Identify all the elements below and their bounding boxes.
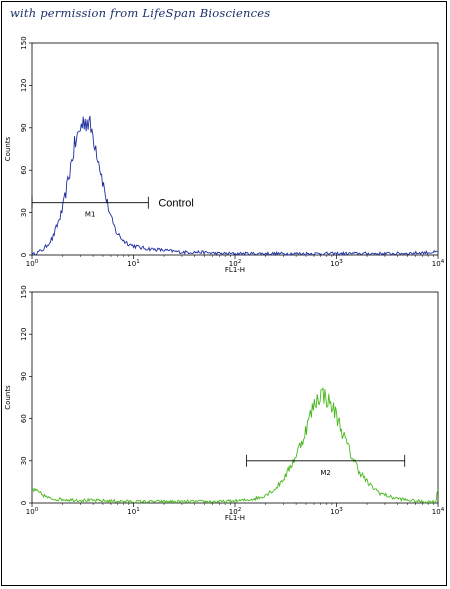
- plot-area: [31, 291, 439, 504]
- x-axis-label: FL1-H: [225, 266, 245, 274]
- y-tick-label: 90: [20, 372, 28, 381]
- y-tick-label: 120: [20, 79, 28, 92]
- y-tick-label: 90: [20, 123, 28, 132]
- marker-gate-label: M1: [85, 211, 96, 219]
- y-tick-label: 60: [20, 414, 28, 423]
- y-tick-label: 60: [20, 166, 28, 175]
- y-tick-label: 0: [20, 501, 28, 505]
- x-tick-label: 101: [127, 507, 139, 516]
- histogram-series: [31, 115, 439, 257]
- marker-gate-label: M2: [320, 469, 331, 477]
- x-tick-label: 103: [330, 259, 343, 268]
- histogram-series: [31, 386, 439, 505]
- x-tick-label: 102: [229, 259, 241, 268]
- panel-bottom: 0 30 60 90 120 150 100 101 102 103 104 FL1-H Counts M…: [4, 285, 445, 522]
- watermark-text: with permission from LifeSpan Bioscience…: [10, 6, 271, 20]
- x-tick-label: 104: [432, 259, 445, 268]
- x-tick-label: 101: [127, 259, 139, 268]
- y-tick-label: 120: [20, 328, 28, 341]
- panel-top: 0 30 60 90 120 150 100 101 102 103 104 FL1-H Counts M…: [4, 36, 445, 274]
- y-axis-label: Counts: [4, 385, 12, 410]
- x-tick-label: 100: [26, 507, 39, 516]
- x-tick-label: 100: [26, 259, 39, 268]
- y-tick-label: 150: [20, 36, 28, 49]
- y-axis-label: Counts: [4, 136, 12, 161]
- x-tick-label: 103: [330, 507, 343, 516]
- x-tick-label: 102: [229, 507, 241, 516]
- x-axis-label: FL1-H: [225, 514, 245, 522]
- y-tick-label: 0: [20, 253, 28, 257]
- annotation-label: Control: [158, 198, 193, 210]
- y-tick-label: 30: [20, 208, 28, 217]
- y-tick-label: 150: [20, 285, 28, 298]
- x-tick-label: 104: [432, 507, 445, 516]
- y-tick-label: 30: [20, 456, 28, 465]
- plot-area: [31, 42, 439, 256]
